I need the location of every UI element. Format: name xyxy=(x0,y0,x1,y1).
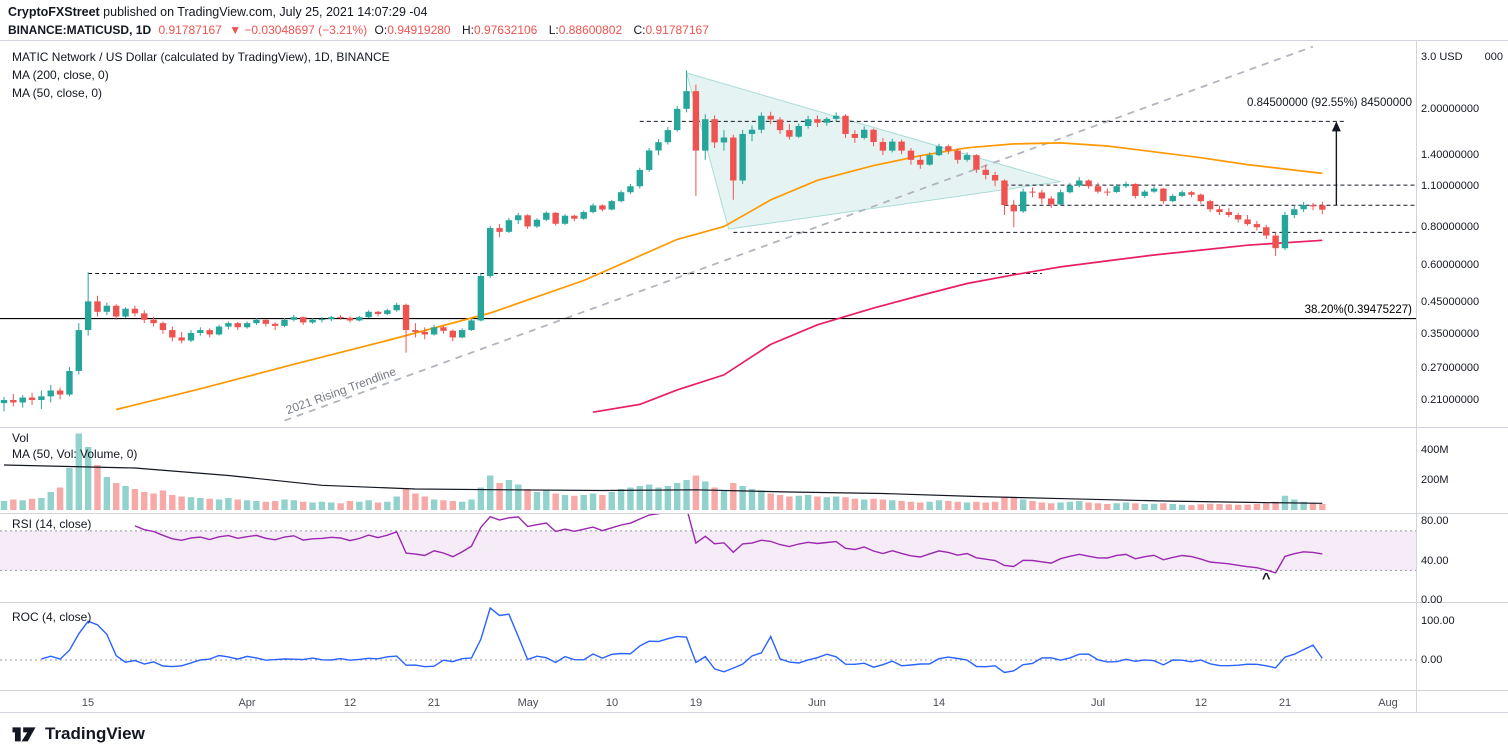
close-label: C: xyxy=(633,23,646,37)
time-tick: 21 xyxy=(427,697,441,709)
price-axis-overflow: 000 xyxy=(1484,51,1503,63)
byline: CryptoFXStreet published on TradingView.… xyxy=(8,5,427,19)
roc-pane[interactable] xyxy=(0,606,1416,674)
rsi-tick: 0.00 xyxy=(1421,594,1443,606)
high-label: H: xyxy=(461,23,474,37)
price-tick: 0.60000000 xyxy=(1421,259,1480,271)
time-tick: Jun xyxy=(808,697,826,709)
price-tick: 1.10000000 xyxy=(1421,180,1480,192)
symbol-bar: BINANCE:MATICUSD, 1D 0.91787167 ▼ −0.030… xyxy=(8,23,717,37)
ohlc-open: O:0.94919280 xyxy=(375,23,455,37)
ohlc-high: H:0.97632106 xyxy=(462,23,541,37)
pane-separators xyxy=(0,40,1508,713)
price-tick: 0.45000000 xyxy=(1421,296,1480,308)
volume-tick: 400M xyxy=(1421,444,1449,456)
close-value: 0.91787167 xyxy=(645,23,709,37)
time-tick: 12 xyxy=(1194,697,1208,709)
high-value: 0.97632106 xyxy=(473,23,538,37)
time-tick: 10 xyxy=(605,697,619,709)
open-label: O: xyxy=(374,23,388,37)
time-tick: Jul xyxy=(1090,697,1106,709)
footer-brand: TradingView xyxy=(45,724,145,743)
symbol-title: BINANCE:MATICUSD, 1D xyxy=(8,23,152,37)
volume-tick: 200M xyxy=(1421,474,1449,486)
volume-pane[interactable] xyxy=(0,433,1326,511)
rsi-pane[interactable]: ^ xyxy=(0,508,1416,588)
ohlc-low: L:0.88600802 xyxy=(549,23,626,37)
time-tick: May xyxy=(517,697,539,709)
time-tick: 12 xyxy=(343,697,357,709)
fib-level-label[interactable]: 38.20%(0.39475227) xyxy=(1304,304,1412,316)
price-tick: 0.21000000 xyxy=(1421,394,1480,406)
open-value: 0.94919280 xyxy=(387,23,451,37)
svg-text:^: ^ xyxy=(1262,570,1271,587)
low-value: 0.88600802 xyxy=(558,23,623,37)
footer: TradingView xyxy=(10,718,145,750)
rsi-tick: 40.00 xyxy=(1421,555,1449,567)
time-tick: Apr xyxy=(238,697,256,709)
time-tick: 21 xyxy=(1278,697,1292,709)
measure-label[interactable]: 0.84500000 (92.55%) 84500000 xyxy=(1247,97,1412,109)
price-tick: 2.00000000 xyxy=(1421,103,1480,115)
roc-tick: 100.00 xyxy=(1421,615,1455,627)
price-pane[interactable] xyxy=(0,45,1416,422)
time-tick: Aug xyxy=(1378,697,1398,709)
ma200-legend: MA (200, close, 0) xyxy=(12,68,109,82)
price-tick: 0.27000000 xyxy=(1421,362,1480,374)
rsi-legend: RSI (14, close) xyxy=(12,517,92,531)
price-tick: 0.35000000 xyxy=(1421,328,1480,340)
low-label: L: xyxy=(548,23,559,37)
price-tick: 0.80000000 xyxy=(1421,221,1480,233)
price-axis-unit: 3.0 USD xyxy=(1421,51,1463,63)
last-price: 0.91787167 xyxy=(158,23,222,37)
volume-ma-legend: MA (50, Vol: Volume, 0) xyxy=(12,447,138,461)
publish-info: published on TradingView.com, July 25, 2… xyxy=(99,5,428,19)
ohlc-close: C:0.91787167 xyxy=(633,23,712,37)
time-tick: 14 xyxy=(932,697,946,709)
ma50-legend: MA (50, close, 0) xyxy=(12,86,103,100)
price-tick: 1.40000000 xyxy=(1421,149,1480,161)
rsi-tick: 80.00 xyxy=(1421,515,1449,527)
tradingview-logo[interactable] xyxy=(10,721,38,747)
time-tick: 15 xyxy=(81,697,95,709)
volume-legend: Vol xyxy=(12,431,29,445)
price-change: ▼ −0.03048697 (−3.21%) xyxy=(229,23,368,37)
time-tick: 19 xyxy=(689,697,703,709)
roc-legend: ROC (4, close) xyxy=(12,610,92,624)
author-name: CryptoFXStreet xyxy=(8,5,100,19)
chart-title: MATIC Network / US Dollar (calculated by… xyxy=(12,50,390,64)
roc-tick: 0.00 xyxy=(1421,654,1443,666)
